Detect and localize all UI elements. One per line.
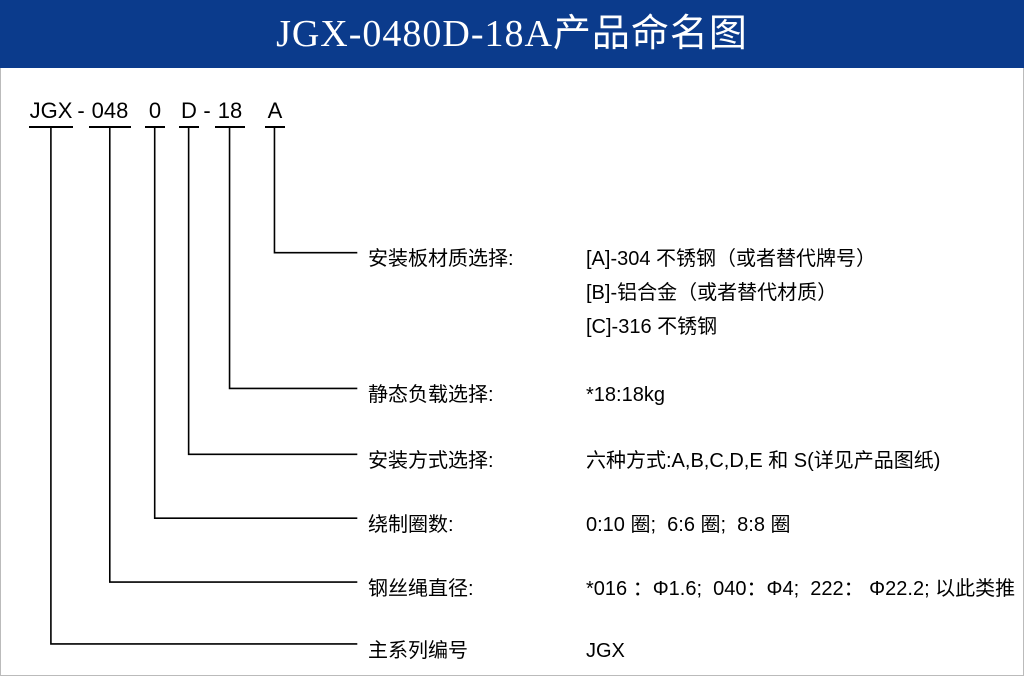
definition-label: 安装板材质选择: bbox=[368, 242, 586, 271]
leader-line bbox=[155, 128, 358, 518]
naming-diagram: JGX-0480D-18A 安装板材质选择:[A]-304 不锈钢（或者替代牌号… bbox=[0, 68, 1024, 676]
leader-line bbox=[110, 128, 358, 582]
title-banner: JGX-0480D-18A产品命名图 bbox=[0, 0, 1024, 68]
definition-label: 钢丝绳直径: bbox=[368, 572, 586, 601]
product-code-row: JGX-0480D-18A bbox=[29, 98, 285, 128]
definition-value: *016 ：Φ1.6; 040：Φ4; 222： Φ22.2; 以此类推 bbox=[586, 572, 1015, 606]
page-title: JGX-0480D-18A产品命名图 bbox=[276, 13, 748, 55]
leader-line bbox=[274, 128, 357, 253]
definition-value: 六种方式:A,B,C,D,E 和 S(详见产品图纸) bbox=[586, 444, 940, 478]
code-segment-7: - bbox=[199, 98, 215, 124]
code-segment-6: D bbox=[179, 98, 199, 128]
definition-row-1: 静态负载选择:*18:18kg bbox=[368, 378, 665, 412]
code-segment-0: JGX bbox=[29, 98, 73, 128]
leader-line bbox=[51, 128, 357, 644]
definition-value: JGX bbox=[586, 634, 625, 668]
definition-value: [A]-304 不锈钢（或者替代牌号） [B]-铝合金（或者替代材质） [C]-… bbox=[586, 242, 876, 344]
definition-label: 安装方式选择: bbox=[368, 444, 586, 473]
definition-row-2: 安装方式选择:六种方式:A,B,C,D,E 和 S(详见产品图纸) bbox=[368, 444, 940, 478]
code-segment-2: 048 bbox=[89, 98, 131, 128]
code-segment-1: - bbox=[73, 98, 89, 124]
definition-value: *18:18kg bbox=[586, 378, 665, 412]
definition-label: 静态负载选择: bbox=[368, 378, 586, 407]
definition-label: 绕制圈数: bbox=[368, 508, 586, 537]
code-segment-4: 0 bbox=[145, 98, 165, 128]
definition-label: 主系列编号 bbox=[368, 634, 586, 663]
definition-row-5: 主系列编号JGX bbox=[368, 634, 625, 668]
definition-row-0: 安装板材质选择:[A]-304 不锈钢（或者替代牌号） [B]-铝合金（或者替代… bbox=[368, 242, 876, 344]
code-segment-8: 18 bbox=[215, 98, 245, 128]
definition-row-3: 绕制圈数:0:10 圈; 6:6 圈; 8:8 圈 bbox=[368, 508, 791, 542]
definition-row-4: 钢丝绳直径:*016 ：Φ1.6; 040：Φ4; 222： Φ22.2; 以此… bbox=[368, 572, 1015, 606]
code-segment-10: A bbox=[265, 98, 285, 128]
leader-line bbox=[189, 128, 358, 454]
leader-line bbox=[230, 128, 358, 388]
definition-value: 0:10 圈; 6:6 圈; 8:8 圈 bbox=[586, 508, 791, 542]
